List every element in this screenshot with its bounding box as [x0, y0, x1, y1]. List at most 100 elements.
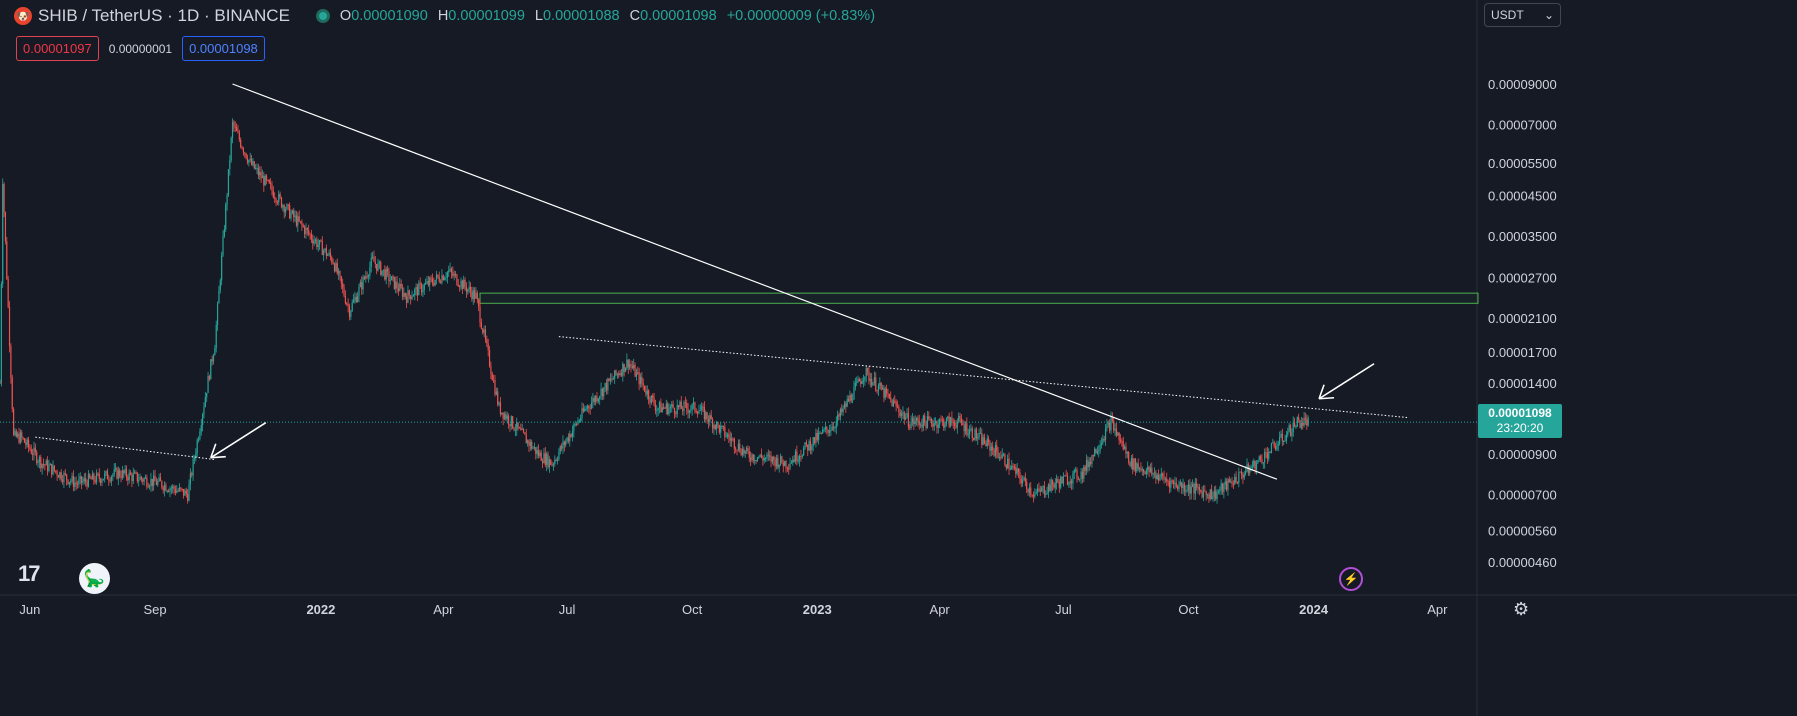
candle-body [120, 476, 122, 479]
candle-body [1068, 483, 1070, 485]
candle-body [1304, 417, 1307, 420]
candle-body [134, 472, 136, 474]
candle-body [11, 377, 13, 409]
candle-body [782, 462, 784, 467]
x-tick-label: Apr [930, 602, 951, 617]
candle-body [76, 483, 79, 485]
candle-body [586, 406, 589, 409]
candle-body [866, 367, 869, 372]
candle-body [148, 486, 151, 488]
candle-body [1005, 464, 1007, 469]
tradingview-logo-icon[interactable]: 17 [18, 561, 41, 586]
candle-body [1285, 435, 1288, 441]
candle-body [826, 426, 828, 430]
candle-body [420, 283, 423, 293]
dinosaur-icon[interactable]: 🦕 [79, 563, 110, 594]
candle-body [1085, 459, 1088, 471]
candle-body [1129, 462, 1131, 467]
candle-body [800, 455, 802, 457]
candle-body [920, 424, 922, 426]
candle-body [626, 359, 628, 368]
candle-body [584, 408, 586, 412]
candle-body [1095, 448, 1097, 454]
lightning-icon[interactable]: ⚡ [1339, 567, 1363, 591]
candle-body [1200, 490, 1202, 492]
candle-body [773, 456, 775, 460]
candle-body [911, 418, 914, 422]
bar-countdown: 23:20:20 [1496, 421, 1544, 435]
candle-body [162, 487, 164, 491]
candle-body [367, 275, 370, 278]
y-tick-label: 0.00009000 [1488, 77, 1557, 92]
candle-body [554, 459, 556, 465]
candle-body [1080, 471, 1082, 479]
candle-body [1076, 469, 1078, 479]
candle-body [580, 418, 582, 421]
currency-select[interactable]: USDT ⌄ [1484, 3, 1561, 27]
candle-body [1170, 480, 1172, 488]
candle-body [460, 280, 462, 287]
candle-body [104, 473, 106, 479]
candle-body [1016, 468, 1018, 474]
candle-body [611, 378, 613, 380]
candle-body [128, 472, 130, 481]
candle-body [964, 423, 967, 432]
candle-body [505, 414, 507, 420]
candle-body [784, 461, 786, 467]
candle-body [971, 428, 973, 439]
x-tick-label: 2023 [803, 602, 832, 617]
candle-body [1062, 476, 1065, 484]
candle-body [388, 271, 390, 282]
candle-body [741, 448, 744, 456]
candle-body [112, 474, 114, 477]
candle-body [0, 383, 1, 385]
candle-body [615, 370, 617, 375]
candle-body [274, 197, 276, 199]
candle-body [913, 418, 915, 425]
candle-body [439, 281, 442, 283]
candle-body [680, 401, 682, 409]
candle-body [2, 183, 4, 285]
candle-body [378, 261, 380, 263]
gear-icon[interactable]: ⚙ [1513, 599, 1530, 619]
candle-body [279, 193, 281, 198]
candle-body [525, 434, 527, 444]
candle-body [221, 255, 223, 281]
candle-body [832, 426, 835, 428]
candle-body [490, 366, 492, 374]
buy-price-button[interactable]: 0.00001098 [182, 36, 265, 61]
candle-body [873, 377, 875, 383]
candle-body [672, 404, 674, 409]
candle-body [838, 414, 840, 417]
price-change: +0.00000009 (+0.83%) [726, 8, 876, 24]
candle-body [747, 447, 749, 452]
candle-body [488, 349, 491, 367]
candle-body [609, 378, 612, 381]
symbol-title[interactable]: SHIB / TetherUS · 1D · BINANCE [38, 6, 290, 25]
candle-body [64, 473, 66, 475]
candle-body [930, 419, 933, 424]
candle-body [547, 454, 549, 468]
candle-body [522, 429, 525, 433]
candle-body [593, 397, 595, 402]
candle-body [1171, 480, 1173, 482]
candle-body [932, 423, 934, 427]
candle-body [692, 402, 695, 405]
candle-body [818, 433, 820, 440]
sell-price-button[interactable]: 0.00001097 [16, 36, 99, 61]
candle-body [710, 415, 712, 420]
candle-body [316, 239, 318, 247]
candle-body [1298, 417, 1300, 420]
candle-body [1254, 460, 1256, 470]
candle-body [1191, 484, 1194, 487]
candle-body [682, 408, 684, 411]
candle-body [280, 197, 283, 208]
candle-body [970, 428, 972, 430]
candle-body [786, 467, 788, 469]
candle-body [471, 291, 473, 300]
candle-body [386, 268, 389, 272]
candle-body [850, 395, 852, 401]
candle-body [909, 426, 911, 428]
candle-body [242, 148, 245, 153]
